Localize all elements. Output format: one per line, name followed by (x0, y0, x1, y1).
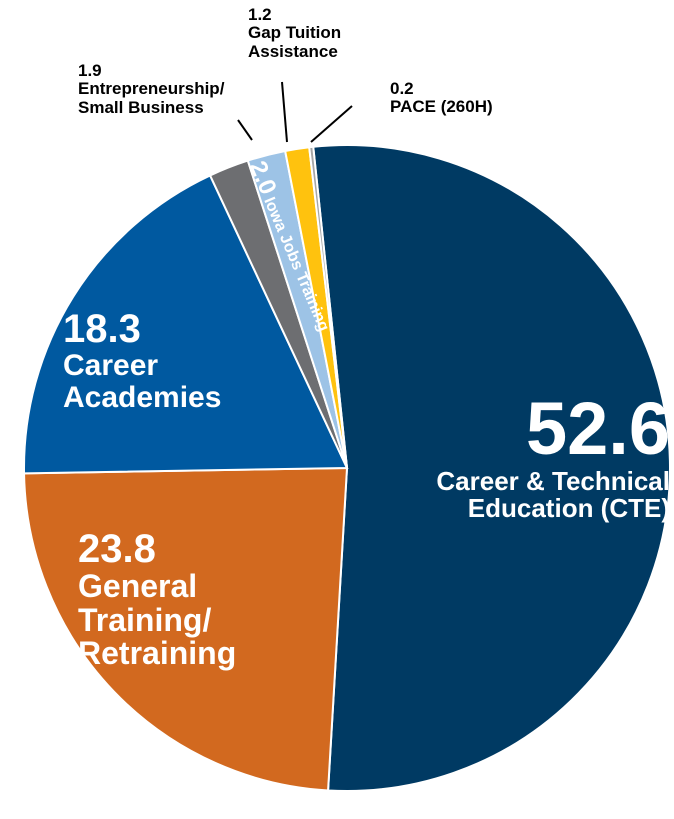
value-label: 0.2 (390, 79, 414, 98)
slice-label: 52.6 Career & Technical Education (CTE) (372, 390, 670, 522)
slice-label: 23.8 General Training/ Retraining (78, 528, 338, 671)
pie-slice (23, 174, 349, 475)
value-label: 1.9 (78, 61, 102, 80)
leader-line (237, 119, 253, 141)
slice-label: 1.9 Entrepreneurship/ Small Business (78, 62, 278, 117)
slices (23, 144, 671, 792)
category-label: General Training/ Retraining (78, 568, 237, 672)
category-label: Career & Technical Education (CTE) (436, 465, 670, 523)
slice-label: 1.2 Gap Tuition Assistance (248, 6, 398, 61)
category-label: Entrepreneurship/ Small Business (78, 78, 225, 117)
pie-slice (312, 144, 671, 792)
pie-slice (23, 466, 349, 792)
value-label: 1.2 (248, 5, 272, 24)
pie-slice (308, 145, 348, 469)
value-label: 52.6 (525, 387, 670, 470)
leader-line (281, 81, 288, 143)
slice-label: 0.2 PACE (260H) (390, 80, 540, 117)
category-label: Gap Tuition Assistance (248, 22, 342, 61)
value-label: 23.8 (78, 527, 156, 571)
value-label: 18.3 (63, 307, 141, 351)
leader-line (310, 105, 353, 143)
category-label: PACE (260H) (390, 96, 493, 116)
category-label: Career Academies (63, 349, 222, 414)
slice-label: 18.3 Career Academies (63, 308, 283, 413)
